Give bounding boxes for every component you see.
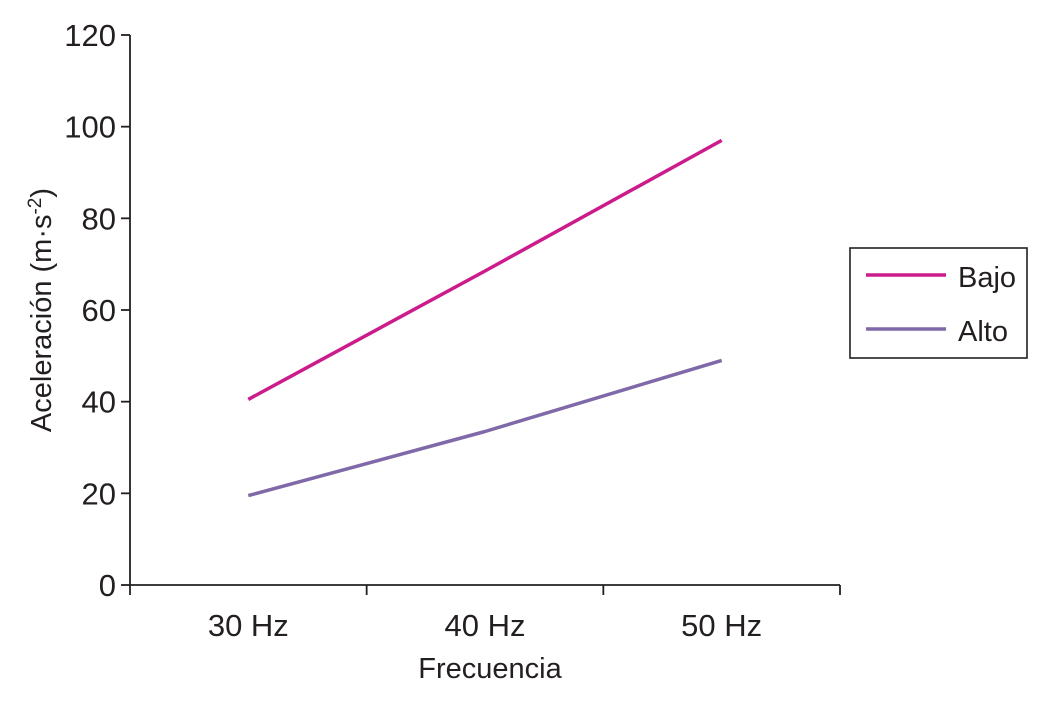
series-line-bajo xyxy=(247,138,723,401)
x-tick-label: 50 Hz xyxy=(681,608,762,643)
y-tick-label: 60 xyxy=(82,293,116,328)
x-tick-label: 40 Hz xyxy=(445,608,526,643)
y-axis-title-base: Aceleración (m·s xyxy=(26,215,58,433)
x-axis-title: Frecuencia xyxy=(418,653,562,685)
series-line-alto xyxy=(247,358,723,498)
y-tick-label: 120 xyxy=(64,18,116,53)
y-tick-label: 20 xyxy=(82,476,116,511)
chart-axes: 0 20 40 60 80 100 120 30 Hz 40 Hz 50 Hz xyxy=(64,18,841,643)
legend-box xyxy=(849,247,1028,359)
legend-label-alto: Alto xyxy=(958,316,1008,348)
y-axis-title-superscript: -2 xyxy=(25,198,46,215)
x-tick-label: 30 Hz xyxy=(208,608,289,643)
legend: Bajo Alto xyxy=(849,247,1028,359)
y-axis-title-close: ) xyxy=(26,188,58,198)
y-tick-label: 40 xyxy=(82,385,116,420)
chart-series xyxy=(247,138,723,498)
legend-label-bajo: Bajo xyxy=(958,262,1016,294)
y-tick-label: 0 xyxy=(99,568,116,603)
y-tick-label: 80 xyxy=(82,201,116,236)
y-axis-title: Aceleración (m·s-2) xyxy=(25,188,58,432)
y-tick-label: 100 xyxy=(64,110,116,145)
